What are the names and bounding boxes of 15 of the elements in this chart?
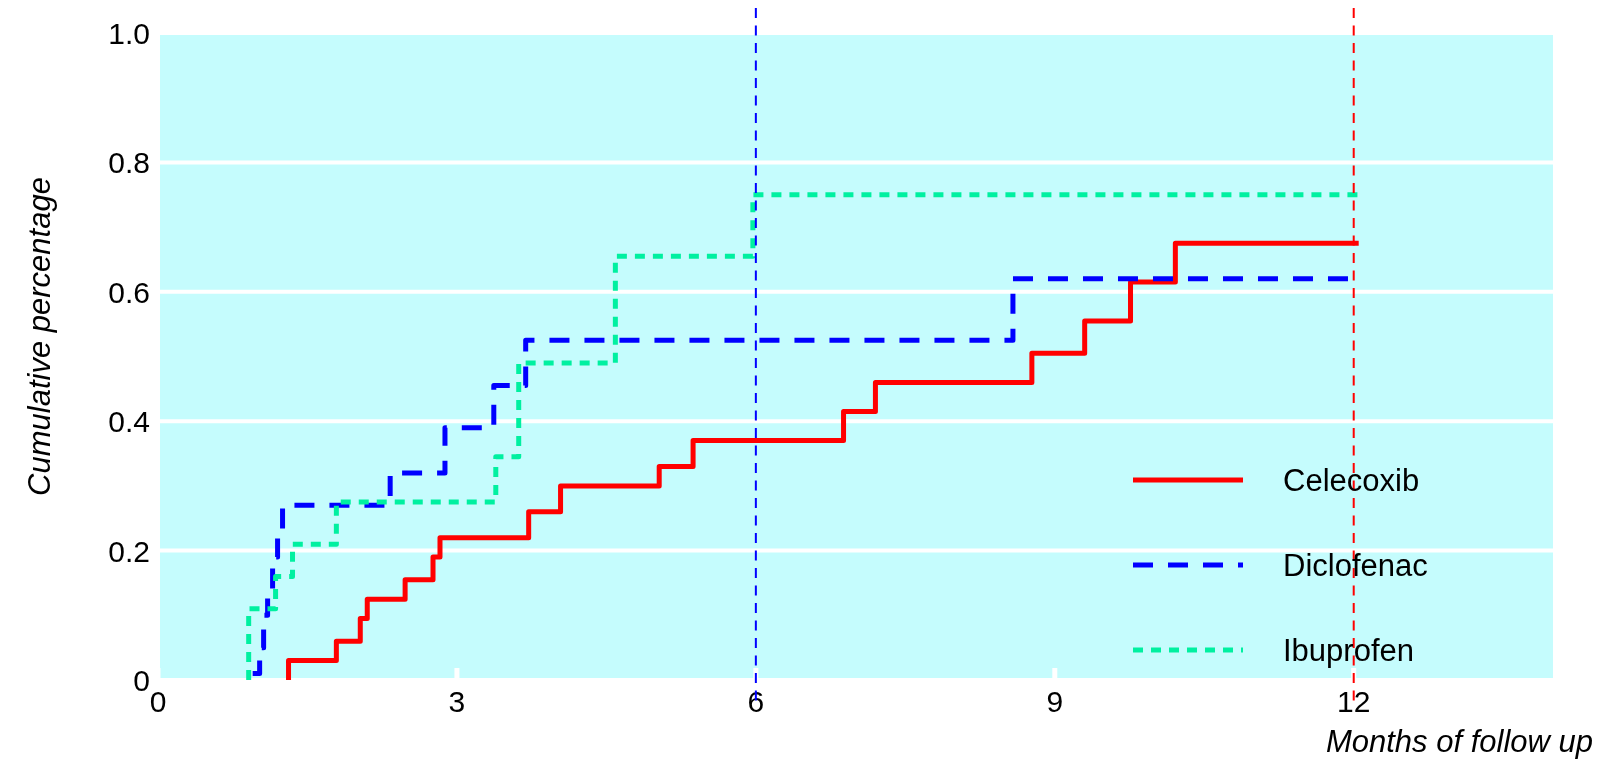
x-axis-title: Months of follow up <box>1325 724 1593 759</box>
legend-label: Celecoxib <box>1283 463 1420 498</box>
y-tick-label: 1.0 <box>108 17 150 50</box>
x-tick-label: 9 <box>1046 685 1064 718</box>
x-tick-label: 6 <box>747 685 765 718</box>
legend-label: Ibuprofen <box>1283 633 1414 668</box>
y-tick-label: 0.4 <box>108 405 150 439</box>
y-tick-label: 0 <box>133 664 150 697</box>
legend-label: Diclofenac <box>1283 548 1428 583</box>
x-tick-label: 12 <box>1337 685 1371 718</box>
y-tick-label: 0.2 <box>108 534 150 568</box>
y-axis-title: Cumulative percentage <box>22 177 57 496</box>
y-tick-label: 0.6 <box>108 275 150 309</box>
x-tick-label: 3 <box>448 685 466 718</box>
y-tick-label: 0.8 <box>108 146 150 180</box>
